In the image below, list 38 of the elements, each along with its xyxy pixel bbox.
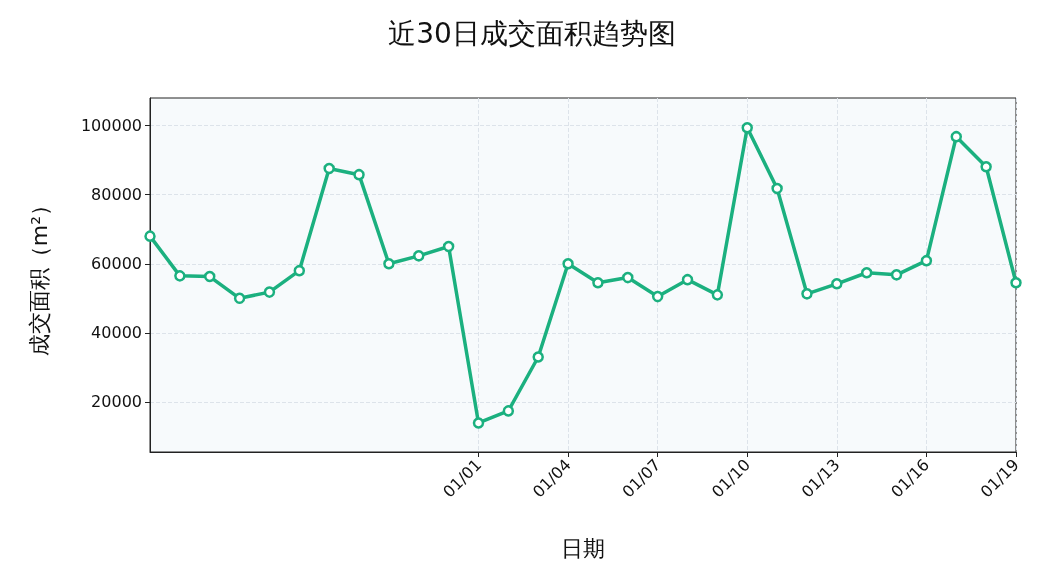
chart-title: 近30日成交面积趋势图	[388, 16, 676, 50]
point	[950, 130, 963, 143]
point	[203, 270, 216, 283]
point	[413, 250, 425, 262]
point	[890, 269, 903, 281]
y-tick-label: 80000	[91, 185, 142, 205]
point	[263, 286, 276, 298]
y-tick-label: 20000	[91, 392, 142, 412]
point	[831, 278, 843, 290]
point	[383, 258, 395, 270]
point	[771, 182, 783, 195]
y-tick-label: 40000	[91, 323, 142, 343]
y-axis-title: 成交面积（m²）	[26, 193, 52, 357]
point	[233, 292, 246, 305]
point	[174, 270, 186, 282]
point	[741, 121, 753, 134]
point	[562, 258, 574, 270]
point	[532, 351, 544, 363]
point	[860, 267, 873, 279]
point	[144, 230, 156, 242]
y-tick-label: 60000	[91, 254, 142, 274]
point	[502, 405, 515, 417]
point	[323, 162, 335, 175]
point	[293, 264, 306, 277]
point	[472, 417, 485, 429]
x-axis-title: 日期	[561, 535, 605, 561]
point	[651, 290, 664, 303]
y-tick-label: 100000	[80, 116, 142, 136]
point	[442, 240, 455, 253]
point	[1010, 277, 1022, 289]
point	[622, 271, 634, 284]
point	[353, 168, 365, 181]
point	[681, 273, 694, 286]
point	[980, 160, 992, 173]
point	[592, 277, 604, 289]
point	[920, 254, 933, 267]
point	[711, 289, 724, 301]
point	[801, 288, 813, 300]
